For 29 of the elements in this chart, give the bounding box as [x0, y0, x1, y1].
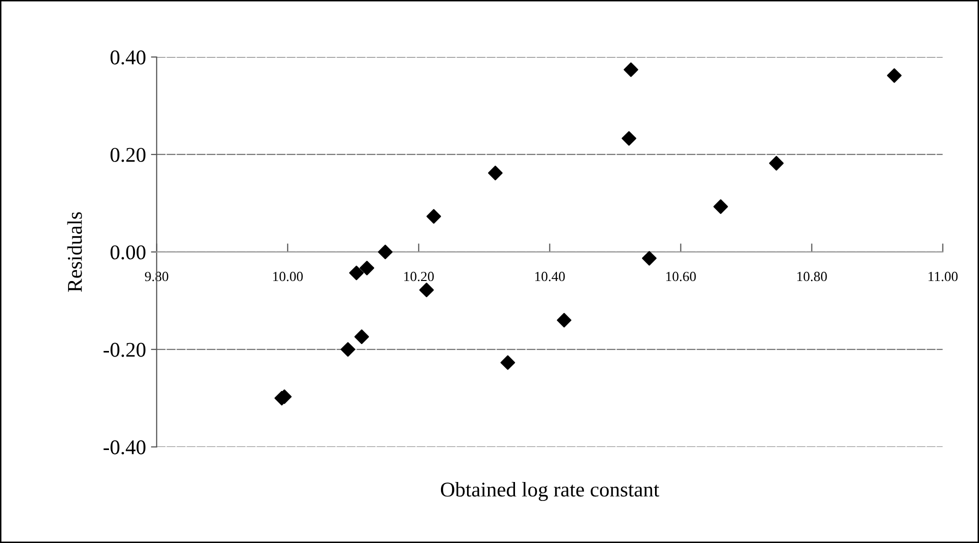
point	[360, 260, 374, 276]
point	[426, 209, 442, 224]
point	[349, 266, 364, 280]
point	[354, 329, 369, 344]
point	[556, 312, 572, 328]
point	[500, 355, 516, 370]
point	[642, 251, 657, 266]
y-axis-title: Residuals	[67, 212, 82, 292]
point	[419, 282, 434, 298]
y-tick-label: 0.40	[110, 50, 146, 65]
point	[340, 342, 356, 357]
point	[378, 244, 393, 260]
point	[713, 199, 728, 214]
point	[624, 62, 638, 77]
point	[887, 68, 902, 83]
x-tick-label: 10.20	[404, 272, 434, 282]
x-tick-label: 11.00	[928, 272, 958, 282]
point	[769, 156, 784, 171]
x-tick-label: 10.80	[797, 272, 827, 282]
y-tick-label: 0.00	[110, 245, 146, 260]
x-tick-label: 10.60	[666, 272, 696, 282]
x-tick-label: 10.40	[535, 272, 565, 282]
y-tick-label: -0.20	[104, 342, 146, 357]
point	[622, 131, 636, 146]
y-tick-label: 0.20	[110, 148, 146, 162]
y-tick-label: -0.40	[104, 440, 146, 454]
x-axis-title: Obtained log rate constant	[440, 482, 660, 501]
x-tick-label: 10.00	[273, 272, 303, 282]
point	[488, 166, 503, 180]
